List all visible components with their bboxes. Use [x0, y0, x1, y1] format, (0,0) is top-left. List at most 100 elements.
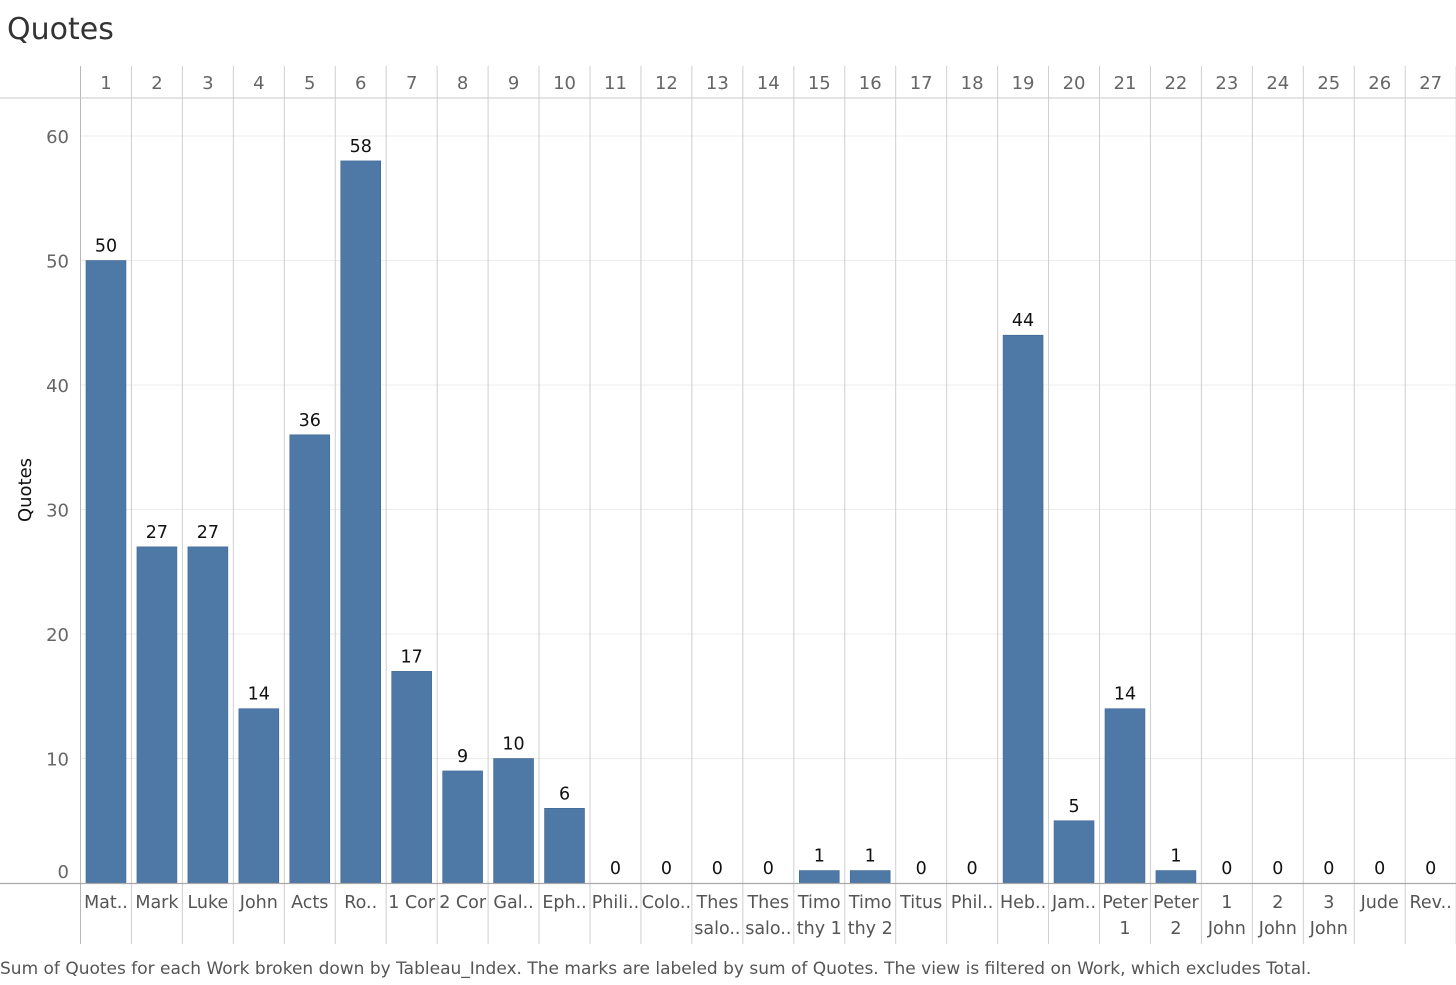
bar [289, 434, 331, 884]
bar-value-label: 0 [610, 859, 621, 879]
bar [1104, 708, 1146, 884]
bar-value-label: 14 [248, 685, 270, 705]
category-label: Ro.. [344, 893, 377, 913]
bar [187, 546, 229, 884]
bar-value-label: 1 [814, 847, 825, 867]
bar-value-label: 44 [1012, 311, 1034, 331]
bar-value-label: 1 [1170, 847, 1181, 867]
bar-value-label: 9 [457, 747, 468, 767]
category-label: Jam.. [1051, 893, 1096, 913]
bar [1002, 334, 1044, 884]
bar-value-label: 0 [1425, 859, 1436, 879]
column-index-label: 17 [910, 73, 933, 94]
column-header: 1 2 3 4 5 6 7 8 9 10 11 12 13 14 15 16 17 18 19 20 21 22 23 24 2… [0, 73, 1456, 99]
chart-caption: Sum of Quotes for each Work broken down … [0, 959, 1312, 979]
category-label: John [239, 893, 278, 913]
bar-value-label: 0 [712, 859, 723, 879]
category-label: Jude [1360, 893, 1399, 913]
bar-value-label: 0 [1272, 859, 1283, 879]
column-index-label: 14 [757, 73, 780, 94]
y-axis-label: Quotes [15, 458, 36, 522]
column-index-label: 8 [457, 73, 468, 94]
bar-value-label: 0 [916, 859, 927, 879]
category-label: Mat.. [84, 893, 128, 913]
bar-value-label: 0 [1323, 859, 1334, 879]
category-label: Peter 2 [1153, 893, 1199, 939]
category-label: Luke [187, 893, 228, 913]
y-tick-label: 60 [46, 127, 69, 148]
column-index-label: 15 [808, 73, 831, 94]
bar-value-label: 27 [146, 523, 168, 543]
column-index-label: 11 [604, 73, 627, 94]
category-label: 1 John [1207, 893, 1246, 939]
column-index-label: 25 [1317, 73, 1340, 94]
bar [85, 260, 127, 884]
y-tick-label: 50 [46, 252, 69, 273]
category-label: Rev.. [1410, 893, 1452, 913]
column-index-label: 12 [655, 73, 678, 94]
column-index-label: 13 [706, 73, 729, 94]
column-index-label: 21 [1114, 73, 1137, 94]
column-index-label: 1 [100, 73, 111, 94]
bar [493, 758, 534, 884]
x-axis: Mat.. Mark Luke John Acts Ro.. 1 Cor 2 Cor Gal..… [0, 882, 1456, 939]
category-label: Heb.. [1000, 893, 1046, 913]
y-tick-label: 10 [46, 750, 69, 771]
bar-value-label: 27 [197, 523, 219, 543]
bar-value-label: 5 [1068, 797, 1079, 817]
column-index-label: 5 [304, 73, 315, 94]
category-label: Peter 1 [1102, 893, 1148, 939]
category-label: Eph.. [542, 893, 586, 913]
column-index-label: 27 [1419, 73, 1442, 94]
bar-value-label: 36 [299, 411, 321, 431]
bar [340, 160, 382, 884]
bar [238, 708, 280, 884]
bar-value-label: 0 [967, 859, 978, 879]
category-label: 2 John [1258, 893, 1297, 939]
category-label: Phil.. [951, 893, 994, 913]
bar-value-label: 6 [559, 784, 570, 804]
column-index-label: 20 [1063, 73, 1086, 94]
column-index-label: 3 [202, 73, 213, 94]
category-label: Timo thy 2 [848, 893, 893, 939]
category-label: Mark [135, 893, 179, 913]
y-tick-label: 20 [46, 625, 69, 646]
category-label: 3 John [1309, 893, 1348, 939]
category-label: Gal.. [493, 893, 533, 913]
column-index-label: 26 [1368, 73, 1391, 94]
category-label: Titus [899, 893, 942, 913]
category-label: Colo.. [642, 893, 691, 913]
bar-value-label: 0 [1221, 859, 1232, 879]
column-index-label: 2 [151, 73, 162, 94]
bar [849, 870, 891, 884]
bar-value-label: 0 [661, 859, 672, 879]
bar-value-label: 17 [401, 647, 423, 667]
column-index-label: 6 [355, 73, 366, 94]
column-index-label: 24 [1266, 73, 1289, 94]
column-index-label: 7 [406, 73, 417, 94]
category-label: Thes salo.. [694, 893, 740, 939]
category-label: Phili.. [592, 893, 639, 913]
bar-value-label: 14 [1114, 685, 1136, 705]
column-dividers [80, 66, 1456, 944]
bar-value-label: 0 [1374, 859, 1385, 879]
column-index-label: 16 [859, 73, 882, 94]
category-label: Timo thy 1 [797, 893, 842, 939]
bar [136, 546, 178, 884]
bar [391, 671, 432, 884]
column-index-label: 23 [1215, 73, 1238, 94]
column-index-label: 18 [961, 73, 984, 94]
bar [1155, 870, 1197, 884]
column-index-label: 19 [1012, 73, 1035, 94]
column-index-label: 9 [508, 73, 519, 94]
bar [442, 770, 483, 884]
y-axis: 0 10 20 30 40 50 60 [46, 127, 69, 883]
bar-value-label: 0 [763, 859, 774, 879]
bar-value-label: 50 [95, 237, 117, 257]
category-label: Thes salo.. [745, 893, 791, 939]
bar-value-label: 1 [865, 847, 876, 867]
category-label: 2 Cor [439, 893, 487, 913]
column-index-label: 22 [1164, 73, 1187, 94]
